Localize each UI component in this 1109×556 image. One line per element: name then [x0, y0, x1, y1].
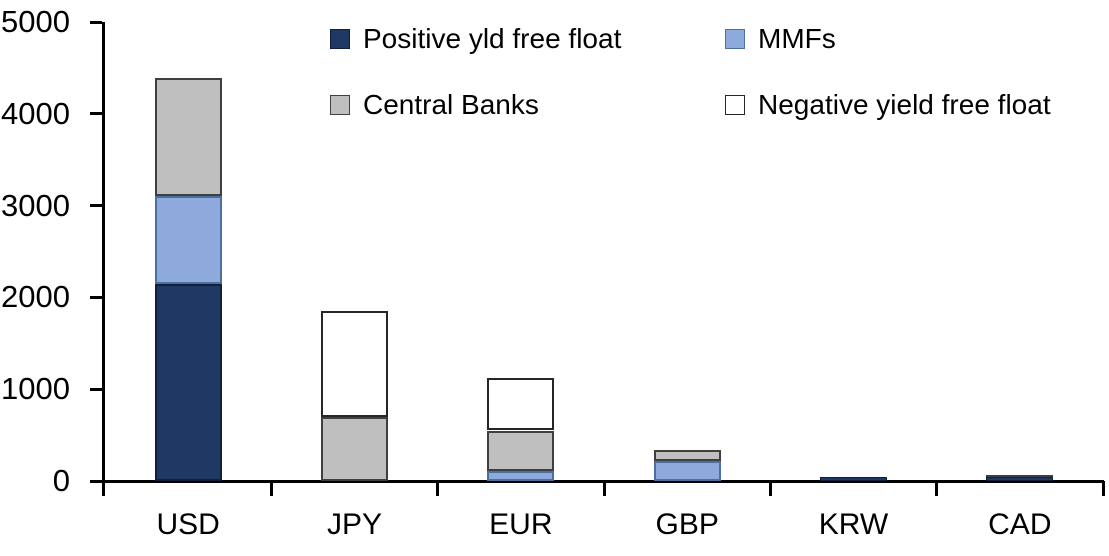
x-axis-tick — [768, 481, 772, 496]
bar-segment-jpy-s3 — [321, 311, 388, 417]
legend-label: Positive yld free float — [363, 23, 622, 54]
x-axis-tick — [436, 481, 440, 496]
y-tick-label: 1000 — [1, 371, 70, 407]
y-axis-tick — [90, 204, 102, 208]
x-axis-tick — [269, 481, 273, 496]
legend-item-2: Central Banks — [330, 90, 539, 120]
bar-segment-eur-s2 — [487, 430, 555, 471]
bar-segment-usd-s2 — [154, 77, 222, 197]
bar-segment-gbp-s2 — [653, 450, 721, 461]
legend-swatch-icon — [330, 95, 350, 115]
bar-segment-gbp-s1 — [653, 460, 721, 481]
x-tick-label: USD — [156, 508, 220, 541]
y-axis-tick — [90, 295, 102, 299]
y-tick-label: 3000 — [1, 187, 70, 223]
x-tick-label: GBP — [655, 508, 719, 541]
y-axis-tick — [90, 112, 102, 116]
y-axis — [102, 22, 105, 496]
y-tick-label: 5000 — [1, 4, 70, 39]
bar-segment-eur-s3 — [487, 378, 555, 431]
x-axis-tick — [1101, 481, 1105, 496]
legend-label: MMFs — [758, 23, 836, 54]
bar-segment-eur-s1 — [487, 470, 555, 481]
y-axis-tick — [90, 479, 102, 483]
legend-item-0: Positive yld free float — [330, 24, 621, 54]
legend-swatch-icon — [725, 29, 745, 49]
x-tick-label: JPY — [326, 508, 382, 541]
bar-segment-cad-s2 — [986, 475, 1054, 478]
legend-label: Negative yield free float — [758, 89, 1051, 120]
x-tick-label: CAD — [988, 508, 1052, 541]
bar-segment-krw-s0 — [820, 476, 887, 481]
legend-item-3: Negative yield free float — [725, 90, 1051, 120]
bar-segment-usd-s1 — [154, 196, 222, 284]
x-tick-label: EUR — [489, 508, 553, 541]
y-tick-label: 0 — [52, 463, 70, 498]
y-axis-tick — [90, 387, 102, 391]
x-tick-label: KRW — [818, 508, 889, 541]
legend-swatch-icon — [330, 29, 350, 49]
y-axis-tick — [90, 20, 102, 24]
legend-item-1: MMFs — [725, 24, 836, 54]
legend-label: Central Banks — [363, 89, 539, 120]
y-tick-label: 2000 — [1, 279, 70, 315]
bar-segment-jpy-s2 — [321, 416, 388, 481]
y-tick-label: 4000 — [1, 95, 70, 131]
legend-swatch-icon — [725, 95, 745, 115]
x-axis-tick — [602, 481, 606, 496]
bar-segment-cad-s0 — [986, 477, 1054, 481]
x-axis-tick — [935, 481, 939, 496]
bar-segment-usd-s0 — [154, 283, 222, 481]
